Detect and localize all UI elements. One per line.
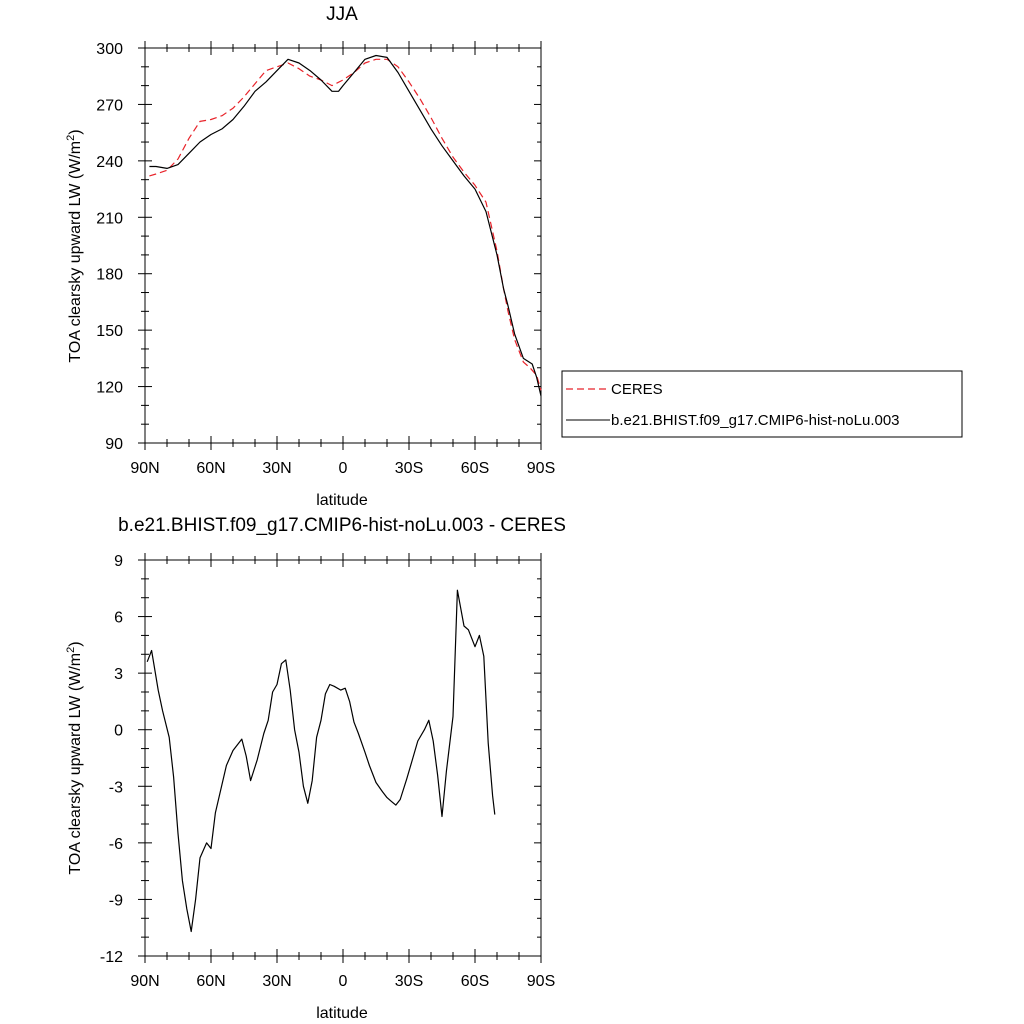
legend: CERES b.e21.BHIST.f09_g17.CMIP6-hist-noL…	[561, 370, 963, 438]
x-tick-label: 30S	[395, 460, 423, 477]
x-tick-label: 0	[339, 460, 348, 477]
y-tick-label: 0	[114, 723, 123, 740]
y-tick-label: 6	[114, 610, 123, 627]
x-tick-label: 30N	[262, 973, 291, 990]
y-tick-label: 150	[96, 323, 123, 340]
legend-label-model: b.e21.BHIST.f09_g17.CMIP6-hist-noLu.003	[611, 412, 900, 429]
y-tick-label: 9	[114, 553, 123, 570]
top-y-tick-labels: 90 120 150 180 210 240 270 300	[96, 41, 123, 453]
y-tick-label: -12	[100, 949, 123, 966]
x-tick-label: 30S	[395, 973, 423, 990]
y-tick-label: 240	[96, 154, 123, 171]
series-line-difference	[146, 589, 496, 933]
y-tick-label: 210	[96, 210, 123, 227]
y-tick-label: 300	[96, 41, 123, 58]
y-tick-label: -6	[109, 836, 123, 853]
bottom-plot-frame	[144, 559, 542, 957]
y-tick-label: 270	[96, 97, 123, 114]
legend-label-ceres: CERES	[611, 381, 663, 398]
x-tick-label: 60S	[461, 973, 489, 990]
series-line-model	[149, 54, 542, 397]
top-chart-title: JJA	[326, 4, 358, 25]
bottom-series-lines	[146, 589, 496, 933]
x-tick-label: 90S	[527, 460, 555, 477]
y-tick-label: -3	[109, 779, 123, 796]
bottom-y-axis-label: TOA clearsky upward LW (W/m2)	[65, 641, 84, 874]
x-tick-label: 90S	[527, 973, 555, 990]
y-tick-label: 180	[96, 267, 123, 284]
top-chart-panel: JJA 90 120 150 180 210 240 270 300 90N 60N 30N 0 30…	[65, 4, 963, 509]
x-tick-label: 60N	[196, 973, 225, 990]
y-tick-label: 90	[105, 436, 123, 453]
x-tick-label: 30N	[262, 460, 291, 477]
x-tick-label: 0	[339, 973, 348, 990]
top-x-tick-labels: 90N 60N 30N 0 30S 60S 90S	[130, 460, 555, 477]
bottom-x-axis-label: latitude	[316, 1005, 368, 1022]
bottom-chart-panel: b.e21.BHIST.f09_g17.CMIP6-hist-noLu.003 …	[65, 515, 566, 1022]
y-tick-label: -9	[109, 892, 123, 909]
x-tick-label: 60S	[461, 460, 489, 477]
top-axis-ticks	[138, 41, 542, 450]
bottom-y-tick-labels: -12 -9 -6 -3 0 3 6 9	[100, 553, 123, 966]
bottom-x-tick-labels: 90N 60N 30N 0 30S 60S 90S	[130, 973, 555, 990]
x-tick-label: 90N	[130, 973, 159, 990]
bottom-axis-ticks	[138, 553, 542, 963]
x-tick-label: 90N	[130, 460, 159, 477]
top-y-axis-label: TOA clearsky upward LW (W/m2)	[65, 129, 84, 362]
legend-box	[561, 370, 963, 438]
y-tick-label: 3	[114, 666, 123, 683]
top-plot-frame	[144, 47, 542, 444]
bottom-chart-title: b.e21.BHIST.f09_g17.CMIP6-hist-noLu.003 …	[118, 515, 566, 536]
x-tick-label: 60N	[196, 460, 225, 477]
top-x-axis-label: latitude	[316, 492, 368, 509]
top-series-lines	[149, 54, 542, 397]
series-line-ceres	[149, 58, 542, 391]
y-tick-label: 120	[96, 380, 123, 397]
